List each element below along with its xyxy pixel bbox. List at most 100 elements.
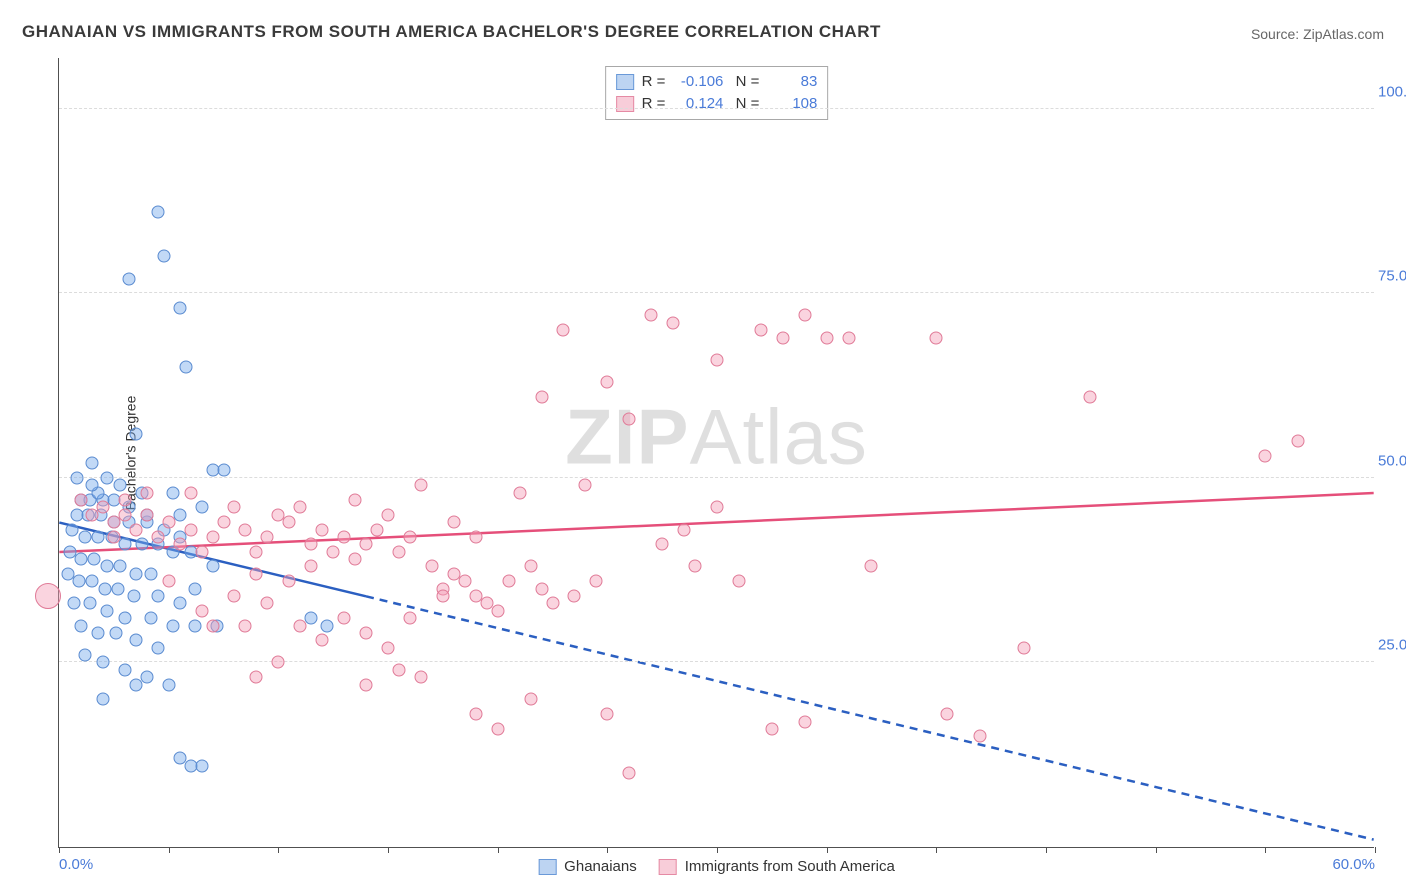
data-point <box>557 324 570 337</box>
stats-row-1: R =0.124 N =108 <box>616 93 818 115</box>
data-point <box>101 604 114 617</box>
data-point <box>88 553 101 566</box>
data-point <box>85 479 98 492</box>
data-point <box>162 516 175 529</box>
data-point <box>188 582 201 595</box>
data-point <box>110 626 123 639</box>
x-tick <box>827 847 828 853</box>
data-point <box>414 671 427 684</box>
data-point <box>502 575 515 588</box>
data-point <box>114 479 127 492</box>
data-point <box>579 479 592 492</box>
data-point <box>173 538 186 551</box>
data-point <box>1083 390 1096 403</box>
data-point <box>99 582 112 595</box>
data-point <box>294 501 307 514</box>
data-point <box>546 597 559 610</box>
data-point <box>798 309 811 322</box>
trend-lines <box>59 58 1374 847</box>
x-tick <box>717 847 718 853</box>
data-point <box>239 523 252 536</box>
data-point <box>392 663 405 676</box>
data-point <box>151 530 164 543</box>
data-point <box>74 494 87 507</box>
data-point <box>864 560 877 573</box>
data-point <box>305 560 318 573</box>
data-point <box>129 523 142 536</box>
data-point <box>96 501 109 514</box>
swatch-series-0 <box>616 74 634 90</box>
y-tick-label: 75.0% <box>1378 268 1406 285</box>
scatter-plot: Bachelor's Degree ZIPAtlas R =-0.106 N =… <box>58 58 1374 848</box>
x-tick <box>607 847 608 853</box>
data-point <box>79 649 92 662</box>
data-point <box>1292 434 1305 447</box>
data-point <box>92 530 105 543</box>
data-point <box>101 560 114 573</box>
data-point <box>320 619 333 632</box>
data-point <box>35 583 61 609</box>
data-point <box>711 501 724 514</box>
data-point <box>250 567 263 580</box>
data-point <box>228 589 241 602</box>
data-point <box>140 486 153 499</box>
data-point <box>79 530 92 543</box>
data-point <box>360 678 373 691</box>
data-point <box>151 589 164 602</box>
data-point <box>70 471 83 484</box>
data-point <box>491 604 504 617</box>
data-point <box>305 612 318 625</box>
data-point <box>392 545 405 558</box>
data-point <box>623 412 636 425</box>
data-point <box>425 560 438 573</box>
y-tick-label: 25.0% <box>1378 637 1406 654</box>
gridline-h <box>59 477 1374 478</box>
data-point <box>316 523 329 536</box>
data-point <box>436 589 449 602</box>
stats-row-0: R =-0.106 N =83 <box>616 71 818 93</box>
data-point <box>162 678 175 691</box>
data-point <box>129 634 142 647</box>
data-point <box>349 553 362 566</box>
legend: Ghanaians Immigrants from South America <box>538 858 895 875</box>
data-point <box>524 560 537 573</box>
correlation-stats-box: R =-0.106 N =83 R =0.124 N =108 <box>605 66 829 120</box>
data-point <box>118 538 131 551</box>
x-tick <box>1156 847 1157 853</box>
data-point <box>842 331 855 344</box>
gridline-h <box>59 661 1374 662</box>
data-point <box>217 516 230 529</box>
data-point <box>776 331 789 344</box>
data-point <box>403 612 416 625</box>
data-point <box>188 619 201 632</box>
data-point <box>167 486 180 499</box>
swatch-series-1 <box>616 96 634 112</box>
data-point <box>765 722 778 735</box>
data-point <box>601 708 614 721</box>
data-point <box>129 678 142 691</box>
data-point <box>92 626 105 639</box>
legend-label-0: Ghanaians <box>564 858 637 875</box>
data-point <box>145 567 158 580</box>
data-point <box>96 693 109 706</box>
data-point <box>458 575 471 588</box>
data-point <box>101 471 114 484</box>
data-point <box>338 530 351 543</box>
chart-title: GHANAIAN VS IMMIGRANTS FROM SOUTH AMERIC… <box>22 22 881 42</box>
data-point <box>261 597 274 610</box>
data-point <box>250 545 263 558</box>
data-point <box>127 589 140 602</box>
data-point <box>469 708 482 721</box>
data-point <box>568 589 581 602</box>
x-tick-label: 0.0% <box>59 856 93 873</box>
data-point <box>162 575 175 588</box>
data-point <box>74 553 87 566</box>
data-point <box>678 523 691 536</box>
data-point <box>382 641 395 654</box>
data-point <box>72 575 85 588</box>
data-point <box>469 530 482 543</box>
data-point <box>338 612 351 625</box>
data-point <box>173 508 186 521</box>
data-point <box>68 597 81 610</box>
legend-swatch-1 <box>659 859 677 875</box>
